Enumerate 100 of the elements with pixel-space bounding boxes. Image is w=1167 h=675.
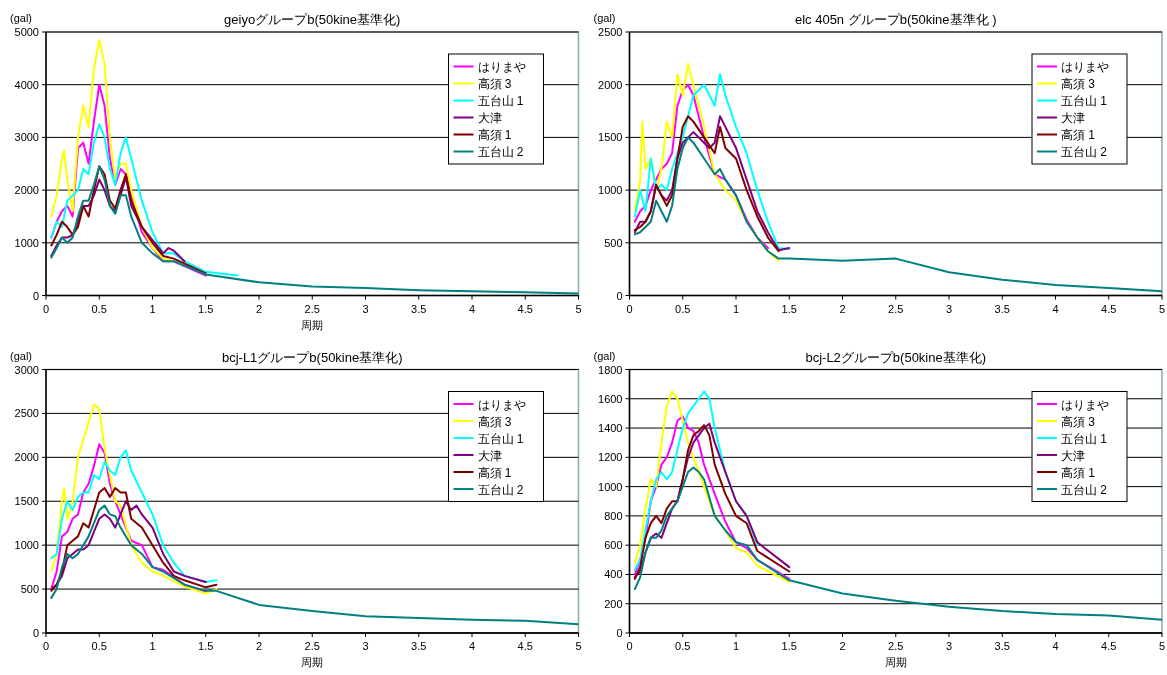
line-series bbox=[50, 403, 218, 595]
legend-label: 高須 1 bbox=[477, 465, 512, 480]
y-tick-label: 1500 bbox=[14, 495, 39, 508]
chart-title: geiyoグループb(50kine基準化) bbox=[224, 12, 401, 27]
legend-label: 高須 1 bbox=[1061, 465, 1096, 480]
x-tick-label: 4 bbox=[468, 640, 476, 652]
y-tick-label: 5000 bbox=[14, 26, 39, 38]
x-tick-label: 2.5 bbox=[888, 640, 904, 652]
y-axis-title: (gal) bbox=[10, 349, 33, 362]
y-axis-title: (gal) bbox=[10, 12, 33, 24]
x-tick-label: 3 bbox=[945, 640, 953, 652]
y-tick-label: 0 bbox=[616, 289, 623, 302]
y-tick-label: 0 bbox=[32, 627, 39, 639]
line-series bbox=[633, 83, 769, 250]
x-tick-label: 2.5 bbox=[304, 302, 320, 315]
y-tick-label: 500 bbox=[20, 583, 39, 596]
line-series bbox=[633, 62, 780, 262]
legend-label: 高須 3 bbox=[477, 77, 512, 91]
x-axis-title: 周期 bbox=[301, 656, 324, 668]
x-tick-label: 5 bbox=[1158, 640, 1166, 652]
x-tick-label: 2 bbox=[839, 640, 846, 652]
x-tick-label: 1 bbox=[732, 302, 740, 315]
chart-title: bcj-L2グループb(50kine基準化) bbox=[805, 349, 987, 365]
y-tick-label: 600 bbox=[604, 539, 623, 552]
legend-label: 五台山 1 bbox=[1061, 94, 1108, 108]
legend-label: 高須 3 bbox=[477, 414, 512, 429]
legend-label: 五台山 2 bbox=[477, 145, 524, 159]
legend-label: 五台山 1 bbox=[477, 94, 524, 108]
x-tick-label: 2.5 bbox=[888, 302, 904, 315]
x-tick-label: 4 bbox=[468, 302, 476, 315]
y-tick-label: 500 bbox=[604, 236, 623, 249]
x-axis-title: 周期 bbox=[884, 656, 907, 668]
legend-label: 大津 bbox=[1061, 111, 1085, 125]
x-axis-title: 周期 bbox=[301, 318, 324, 331]
x-tick-label: 2.5 bbox=[304, 640, 320, 652]
y-tick-label: 2000 bbox=[14, 451, 39, 464]
x-tick-label: 5 bbox=[1158, 302, 1166, 315]
x-tick-label: 4 bbox=[1052, 640, 1059, 652]
line-series bbox=[633, 466, 1162, 621]
line-series bbox=[50, 175, 186, 263]
legend-label: 高須 1 bbox=[1061, 128, 1096, 142]
x-tick-label: 3 bbox=[362, 640, 369, 652]
x-tick-label: 2 bbox=[839, 302, 846, 315]
y-tick-label: 1400 bbox=[598, 422, 623, 435]
x-tick-label: 3.5 bbox=[411, 640, 427, 652]
x-tick-label: 0 bbox=[626, 302, 633, 315]
legend-label: 大津 bbox=[477, 448, 502, 463]
legend-label: 五台山 2 bbox=[1061, 482, 1108, 497]
y-tick-label: 1000 bbox=[14, 539, 39, 552]
x-tick-label: 3.5 bbox=[994, 640, 1010, 652]
y-tick-label: 400 bbox=[604, 568, 623, 581]
x-tick-label: 1 bbox=[149, 640, 156, 652]
line-series bbox=[50, 443, 207, 593]
y-tick-label: 0 bbox=[616, 627, 623, 639]
legend-label: 五台山 2 bbox=[1061, 145, 1108, 159]
line-series bbox=[633, 73, 791, 251]
x-tick-label: 5 bbox=[575, 302, 582, 315]
y-tick-label: 1000 bbox=[598, 480, 623, 493]
x-tick-label: 2 bbox=[255, 302, 263, 315]
x-tick-label: 1.5 bbox=[198, 302, 214, 315]
chart-title: elc 405n グループb(50kine基準化 ) bbox=[794, 12, 997, 27]
y-tick-label: 1800 bbox=[598, 363, 623, 376]
legend-label: 大津 bbox=[1061, 448, 1085, 463]
x-tick-label: 0 bbox=[42, 302, 50, 315]
x-tick-label: 4.5 bbox=[517, 640, 533, 652]
x-tick-label: 1 bbox=[149, 302, 156, 315]
line-series bbox=[50, 123, 239, 277]
legend-label: 五台山 2 bbox=[477, 482, 524, 497]
x-tick-label: 0.5 bbox=[91, 302, 107, 315]
y-tick-label: 3000 bbox=[14, 131, 39, 144]
line-series bbox=[50, 165, 579, 295]
y-tick-label: 1000 bbox=[14, 236, 39, 249]
x-tick-label: 0.5 bbox=[91, 640, 107, 652]
x-tick-label: 1.5 bbox=[781, 302, 797, 315]
y-tick-label: 800 bbox=[604, 509, 623, 522]
y-tick-label: 2500 bbox=[598, 26, 623, 38]
x-tick-label: 0 bbox=[42, 640, 50, 652]
line-series bbox=[50, 504, 579, 626]
line-series bbox=[50, 449, 218, 584]
legend-label: 高須 3 bbox=[1061, 414, 1096, 429]
legend-label: 高須 1 bbox=[477, 128, 512, 142]
y-tick-label: 4000 bbox=[14, 78, 39, 91]
x-tick-label: 3 bbox=[945, 302, 953, 315]
x-tick-label: 5 bbox=[575, 640, 582, 652]
y-axis-title: (gal) bbox=[593, 12, 616, 24]
legend-label: はりまや bbox=[477, 397, 526, 412]
y-tick-label: 200 bbox=[604, 597, 623, 610]
y-tick-label: 1600 bbox=[598, 392, 623, 405]
y-axis-title: (gal) bbox=[593, 349, 616, 362]
line-series bbox=[50, 500, 207, 591]
y-tick-label: 2000 bbox=[598, 78, 623, 91]
y-tick-label: 2000 bbox=[14, 184, 39, 197]
y-tick-label: 1500 bbox=[598, 131, 623, 144]
x-tick-label: 3 bbox=[362, 302, 369, 315]
legend-label: はりまや bbox=[1061, 397, 1109, 412]
line-series bbox=[50, 165, 207, 275]
x-tick-label: 3.5 bbox=[994, 302, 1010, 315]
x-tick-label: 0 bbox=[626, 640, 633, 652]
x-tick-label: 0.5 bbox=[675, 640, 691, 652]
line-series bbox=[50, 487, 218, 592]
